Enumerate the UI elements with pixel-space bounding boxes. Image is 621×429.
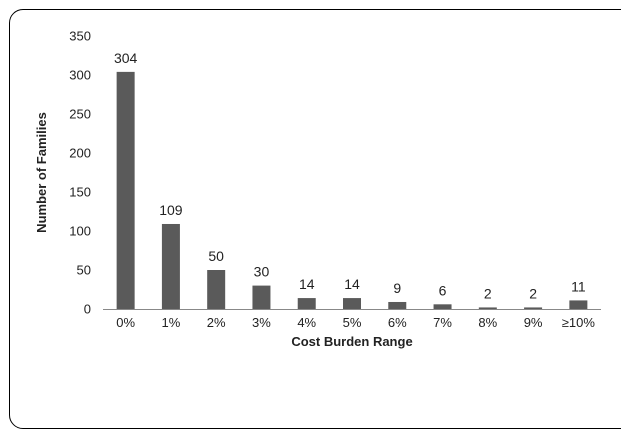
bar: [524, 307, 543, 309]
y-tick-label: 350: [69, 29, 91, 44]
x-tick-label: ≥10%: [562, 315, 596, 330]
bar: [433, 304, 452, 309]
data-label: 9: [393, 280, 401, 296]
bar: [569, 300, 588, 309]
y-axis-ticks: 0 50 100 150 200 250 300 350: [69, 29, 91, 317]
x-tick-label: 6%: [388, 315, 407, 330]
x-axis-ticks: 0% 1% 2% 3% 4% 5% 6% 7% 8% 9% ≥10%: [116, 315, 595, 330]
bar: [207, 270, 226, 309]
y-tick-label: 250: [69, 107, 91, 122]
bar-chart: 0 50 100 150 200 250 300 350 304 109 50 30 14 14 9 6 2 2…: [34, 29, 601, 349]
x-tick-label: 8%: [478, 315, 497, 330]
bar: [252, 285, 271, 309]
data-label: 11: [571, 278, 586, 294]
data-label: 2: [484, 285, 492, 301]
x-tick-label: 0%: [116, 315, 135, 330]
bar: [343, 298, 361, 309]
bar: [388, 301, 407, 309]
y-axis-title: Number of Families: [34, 112, 49, 233]
y-tick-label: 0: [84, 302, 91, 317]
x-tick-label: 9%: [524, 315, 543, 330]
y-tick-label: 200: [69, 146, 91, 161]
data-labels: 304 109 50 30 14 14 9 6 2 2 11: [114, 50, 586, 302]
x-tick-label: 4%: [297, 315, 316, 330]
data-label: 6: [439, 282, 447, 298]
x-tick-label: 3%: [252, 315, 271, 330]
x-tick-label: 5%: [343, 315, 362, 330]
x-tick-label: 7%: [433, 315, 452, 330]
bars: [116, 71, 588, 309]
x-axis-title: Cost Burden Range: [291, 334, 412, 349]
bar: [116, 71, 135, 309]
bar: [161, 223, 180, 309]
y-tick-label: 300: [69, 68, 91, 83]
data-label: 2: [529, 285, 537, 301]
bar: [478, 307, 497, 309]
data-label: 30: [254, 264, 270, 280]
data-label: 304: [114, 50, 138, 66]
x-tick-label: 1%: [162, 315, 181, 330]
data-label: 14: [344, 276, 360, 292]
y-tick-label: 100: [69, 224, 91, 239]
data-label: 14: [299, 276, 315, 292]
y-tick-label: 50: [77, 263, 91, 278]
x-tick-label: 2%: [207, 315, 226, 330]
data-label: 109: [159, 202, 183, 218]
data-label: 50: [208, 248, 224, 264]
y-tick-label: 150: [69, 185, 91, 200]
bar: [297, 298, 316, 309]
